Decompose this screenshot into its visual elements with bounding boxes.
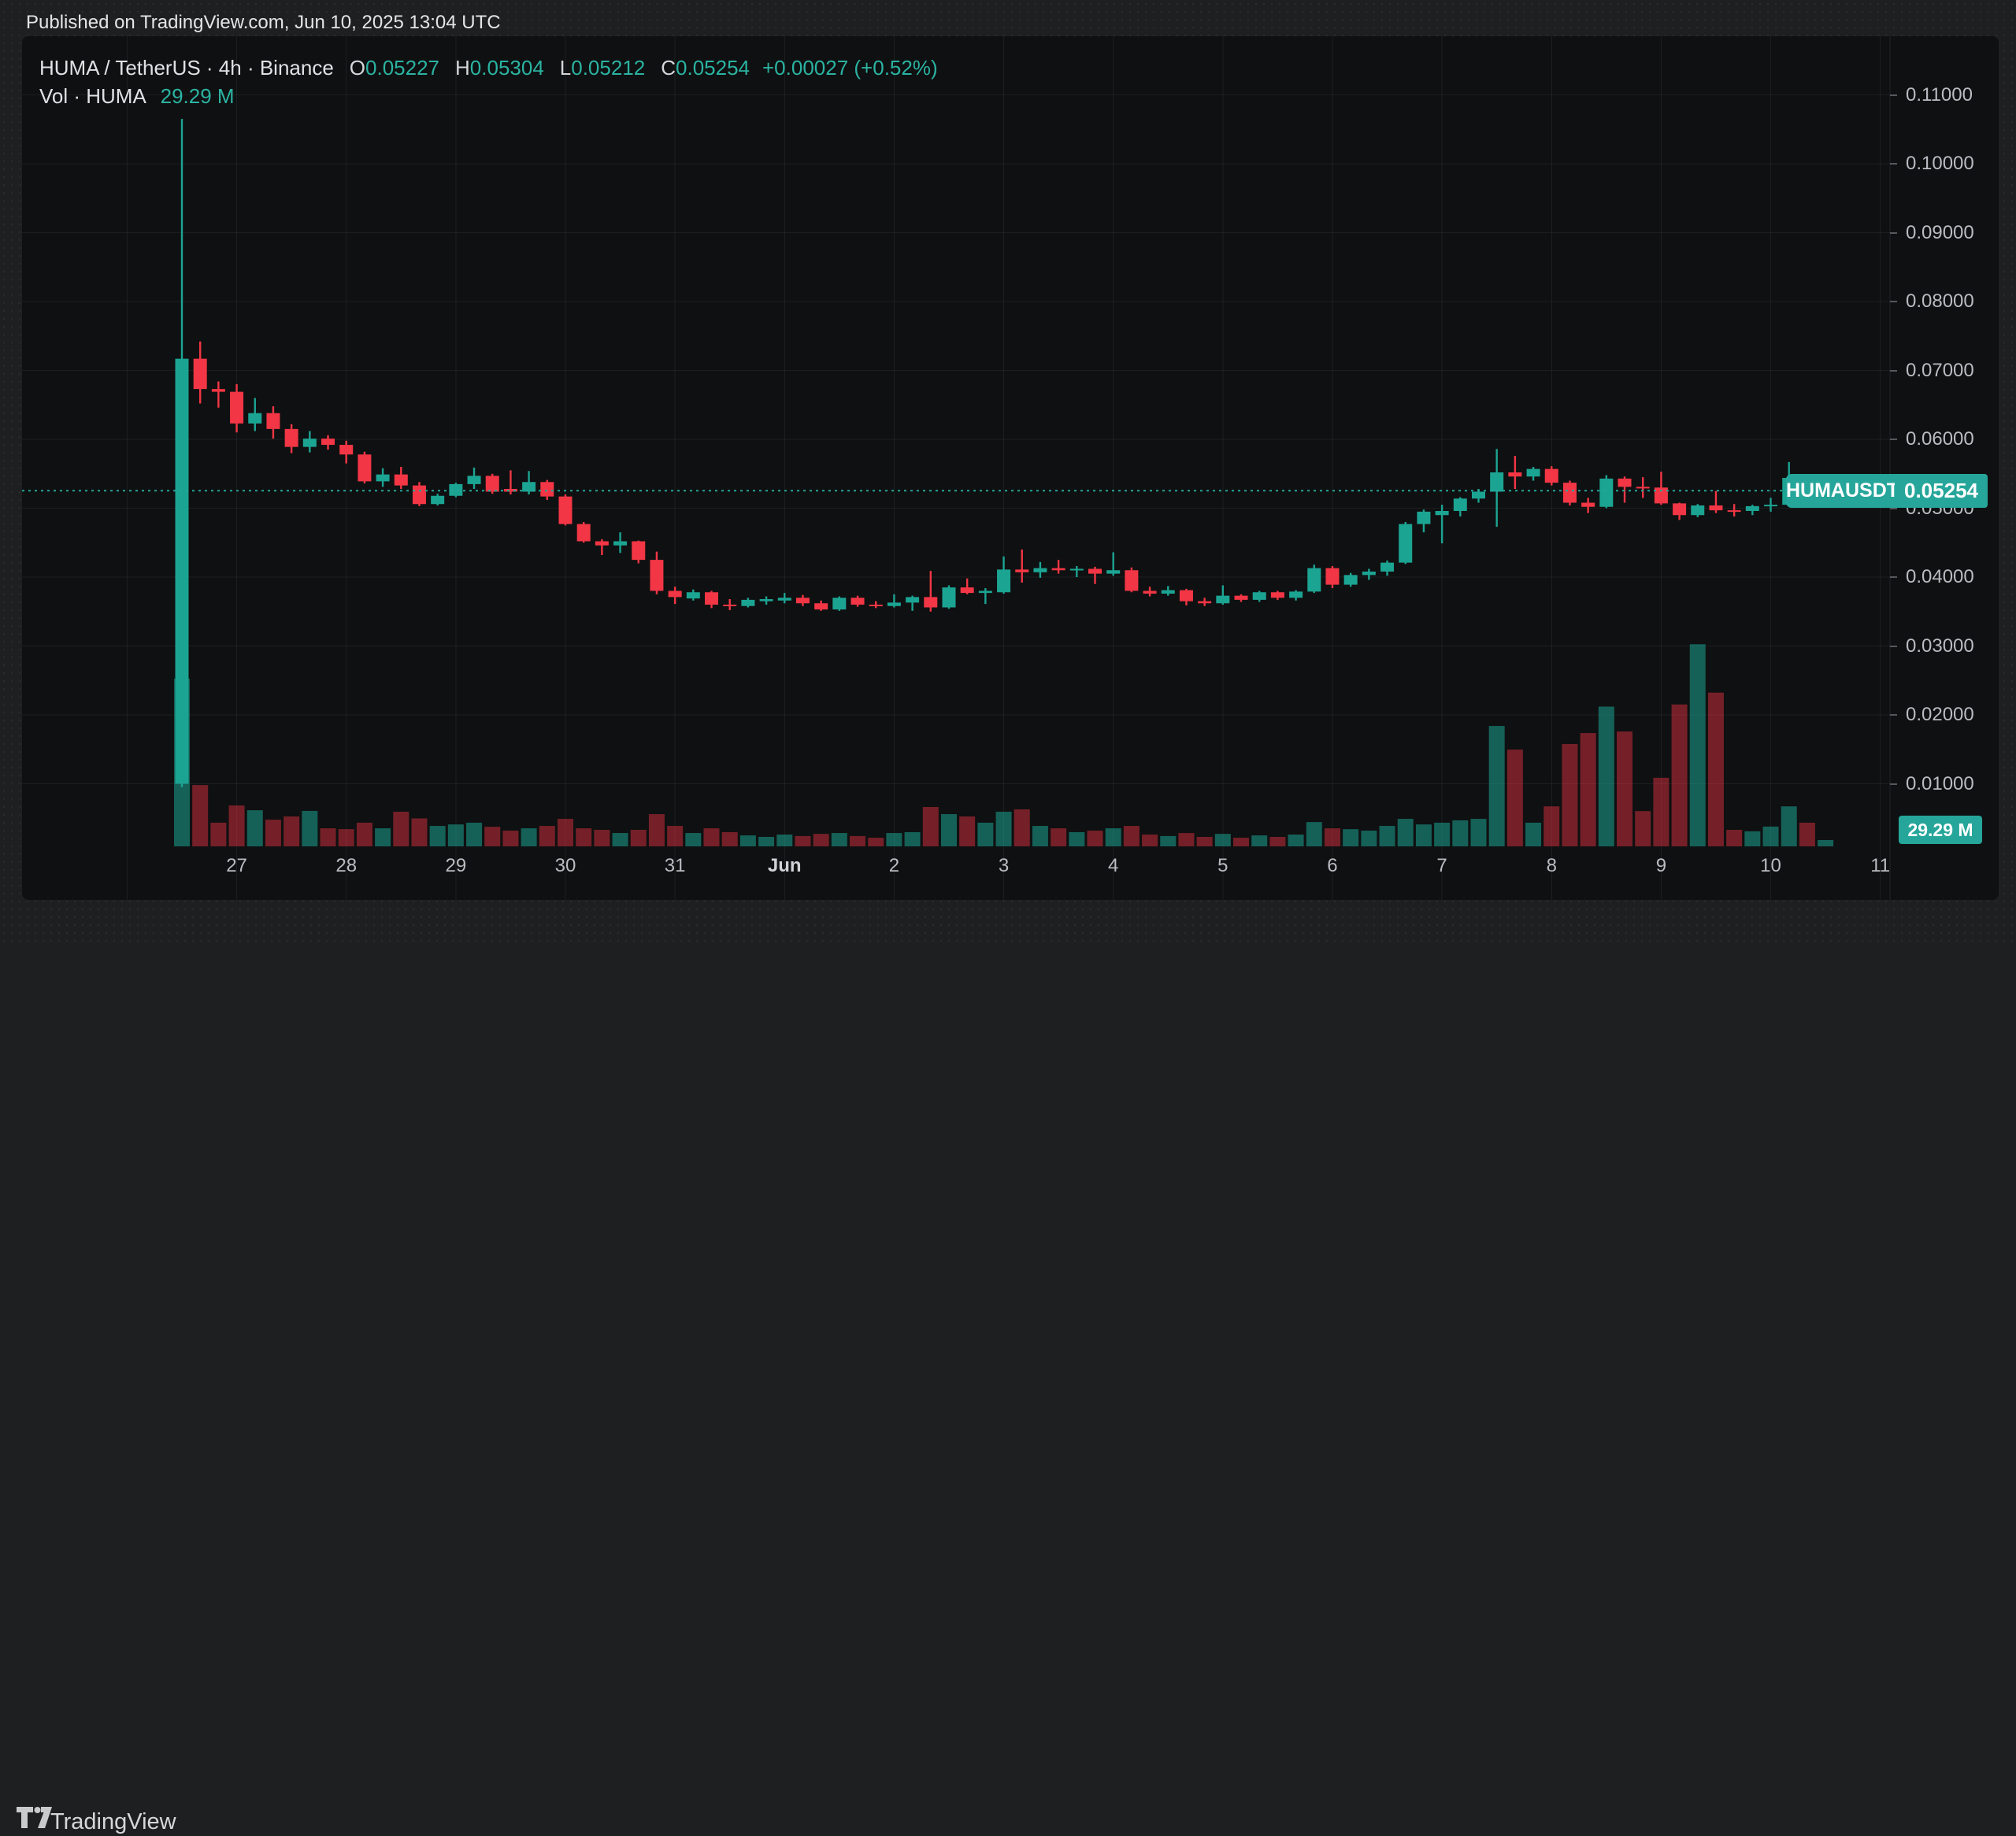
time-axis-label: 28 [335,855,358,876]
candlestick-chart[interactable] [0,0,2016,944]
price-axis-tick [1890,645,1897,647]
time-axis-label: 27 [226,855,247,876]
price-axis-tick [1890,301,1897,302]
high-label: H [455,56,470,80]
volume-layer [174,644,1834,846]
price-axis-tick [1890,94,1897,96]
price-axis-tick [1890,714,1897,716]
price-axis-tick [1890,163,1897,165]
tradingview-brand-text[interactable]: TradingView [50,1809,176,1834]
grid-layer [22,36,1891,900]
chart-panel [22,36,1999,900]
price-axis-label: 0.01000 [1906,772,1974,794]
time-axis-label: Jun [767,855,802,876]
time-axis-label: 4 [1108,855,1119,876]
low-value: 0.05212 [571,56,646,80]
symbol-title[interactable]: HUMA / TetherUS · 4h · Binance [39,56,334,80]
price-axis-label: 0.04000 [1906,566,1974,587]
low-label: L [559,56,572,80]
price-axis-label: 0.07000 [1906,359,1974,381]
price-axis-tick [1890,439,1897,440]
open-label: O [349,56,366,80]
close-label: C [661,56,676,80]
high-value: 0.05304 [469,56,544,80]
chart-legend: HUMA / TetherUS · 4h · Binance O0.05227 H0… [39,55,938,109]
price-axis-tick [1890,369,1897,372]
price-axis-label: 0.03000 [1906,635,1974,657]
price-axis-tick [1890,231,1897,234]
symbol-price-label: HUMAUSDT [1786,473,1899,508]
time-axis-label: 7 [1436,855,1447,876]
price-axis-label: 0.02000 [1906,704,1974,725]
time-axis-label: 5 [1217,855,1228,876]
price-axis-tick [1890,576,1897,578]
footer-bar: TradingView [0,900,2016,1834]
volume-axis-tag: 29.29 M [1899,816,1982,844]
legend-volume-row: Vol · HUMA 29.29 M [39,83,938,109]
time-axis-label: 29 [445,855,467,876]
time-axis-label: 9 [1655,855,1667,876]
price-axis-label: 0.06000 [1906,428,1974,450]
price-axis-label: 0.08000 [1906,291,1974,312]
time-axis-label: 2 [888,855,900,876]
time-axis-label: 11 [1870,855,1891,876]
time-axis-label: 6 [1327,855,1338,876]
volume-value: 29.29 M [160,84,235,108]
price-axis-tag: 0.05254 [1895,473,1988,508]
legend-ohlc-row: HUMA / TetherUS · 4h · Binance O0.05227 H0… [39,55,938,80]
price-axis-label: 0.09000 [1906,221,1974,243]
time-axis-label: 31 [664,855,686,876]
time-axis-label: 30 [554,855,576,876]
time-axis-label: 3 [998,855,1010,876]
close-value: 0.05254 [676,56,750,80]
time-axis-label: 10 [1760,855,1781,876]
price-axis-tick [1890,507,1897,509]
price-axis-label: 0.11000 [1906,83,1973,105]
publish-note: Published on TradingView.com, Jun 10, 20… [26,12,501,33]
price-axis-label: 0.10000 [1906,153,1974,174]
volume-label[interactable]: Vol · HUMA [39,84,146,108]
time-axis-label: 8 [1546,855,1557,876]
change-value: +0.00027 (+0.52%) [762,56,938,80]
open-value: 0.05227 [365,56,440,80]
price-axis-tick [1890,783,1897,785]
